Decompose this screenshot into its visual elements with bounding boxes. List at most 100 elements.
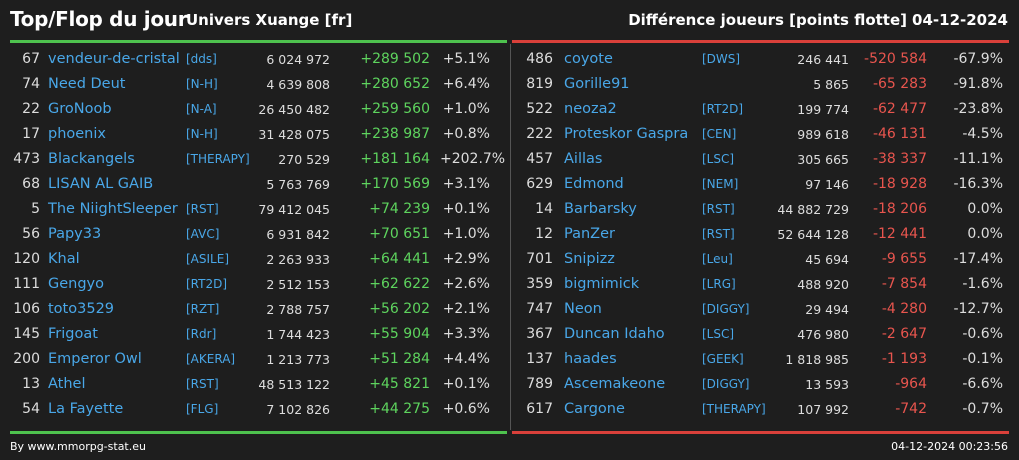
alliance-tag-link[interactable]: [GEEK]: [702, 352, 744, 366]
player-name-link[interactable]: La Fayette: [48, 401, 124, 417]
percent-change: +2.6%: [442, 276, 490, 292]
player-points: 97 146: [805, 177, 849, 192]
player-name-link[interactable]: haades: [564, 351, 617, 367]
player-points: 26 450 482: [258, 102, 330, 117]
player-rank: 74: [22, 76, 40, 92]
alliance-tag-link[interactable]: [AVC]: [186, 227, 220, 241]
player-name-link[interactable]: GroNoob: [48, 101, 112, 117]
table-row: 120 Khal [ASILE] 2 263 933 +64 441 +2.9%: [0, 247, 500, 272]
points-difference: +51 284: [369, 351, 430, 367]
player-name-link[interactable]: Gengyo: [48, 276, 105, 292]
alliance-tag-link[interactable]: [THERAPY]: [186, 152, 250, 166]
alliance-tag-link[interactable]: [RST]: [702, 227, 735, 241]
player-name-link[interactable]: LISAN AL GAIB: [48, 176, 154, 192]
table-row: 222 Proteskor Gaspra [CEN] 989 618 -46 131 -4…: [521, 122, 1019, 147]
player-name-link[interactable]: Khal: [48, 251, 80, 267]
alliance-tag-link[interactable]: [DIGGY]: [702, 302, 750, 316]
player-name-link[interactable]: vendeur-de-cristal: [48, 51, 180, 67]
alliance-tag-link[interactable]: [RT2D]: [186, 277, 228, 291]
table-row: 629 Edmond [NEM] 97 146 -18 928 -16.3%: [521, 172, 1019, 197]
alliance-tag-link[interactable]: [Leu]: [702, 252, 733, 266]
percent-change: -12.7%: [953, 301, 1003, 317]
alliance-tag-link[interactable]: [AKERA]: [186, 352, 236, 366]
player-points: 4 639 808: [266, 77, 330, 92]
alliance-tag-link[interactable]: [Rdr]: [186, 327, 217, 341]
alliance-tag-link[interactable]: [FLG]: [186, 402, 219, 416]
percent-change: +5.1%: [442, 51, 490, 67]
alliance-tag-link[interactable]: [NEM]: [702, 177, 739, 191]
percent-change: +4.4%: [442, 351, 490, 367]
alliance-tag-link[interactable]: [LSC]: [702, 327, 735, 341]
percent-change: -4.5%: [962, 126, 1003, 142]
player-rank: 747: [526, 301, 553, 317]
player-name-link[interactable]: Gorille91: [564, 76, 630, 92]
player-name-link[interactable]: Blackangels: [48, 151, 135, 167]
points-difference: -742: [895, 401, 927, 417]
player-rank: 111: [13, 276, 40, 292]
alliance-tag-link[interactable]: [CEN]: [702, 127, 737, 141]
player-name-link[interactable]: Need Deut: [48, 76, 126, 92]
alliance-tag-link[interactable]: [DIGGY]: [702, 377, 750, 391]
player-rank: 106: [13, 301, 40, 317]
player-name-link[interactable]: The NiightSleeper: [48, 201, 178, 217]
player-points: 79 412 045: [258, 202, 330, 217]
alliance-tag-link[interactable]: [N-A]: [186, 102, 217, 116]
table-row: 22 GroNoob [N-A] 26 450 482 +259 560 +1.0%: [0, 97, 500, 122]
player-name-link[interactable]: Neon: [564, 301, 602, 317]
alliance-tag-link[interactable]: [ASILE]: [186, 252, 229, 266]
percent-change: +202.7%: [440, 151, 506, 167]
player-name-link[interactable]: Frigoat: [48, 326, 98, 342]
table-row: 457 Aillas [LSC] 305 665 -38 337 -11.1%: [521, 147, 1019, 172]
alliance-tag-link[interactable]: [DWS]: [702, 52, 741, 66]
player-name-link[interactable]: Proteskor Gaspra: [564, 126, 689, 142]
player-name-link[interactable]: Aillas: [564, 151, 603, 167]
player-name-link[interactable]: phoenix: [48, 126, 106, 142]
alliance-tag-link[interactable]: [N-H]: [186, 77, 218, 91]
player-name-link[interactable]: Papy33: [48, 226, 102, 242]
points-difference: -65 283: [872, 76, 927, 92]
table-row: 12 PanZer [RST] 52 644 128 -12 441 0.0%: [521, 222, 1019, 247]
points-difference: +64 441: [369, 251, 430, 267]
alliance-tag-link[interactable]: [N-H]: [186, 127, 218, 141]
player-name-link[interactable]: Emperor Owl: [48, 351, 142, 367]
player-points: 476 980: [797, 327, 849, 342]
alliance-tag-link[interactable]: [RST]: [702, 202, 735, 216]
player-name-link[interactable]: Athel: [48, 376, 86, 392]
alliance-tag-link[interactable]: [THERAPY]: [702, 402, 766, 416]
points-difference: +74 239: [369, 201, 430, 217]
table-row: 137 haades [GEEK] 1 818 985 -1 193 -0.1%: [521, 347, 1019, 372]
page-title: Top/Flop du jour: [10, 7, 188, 31]
player-name-link[interactable]: coyote: [564, 51, 613, 67]
player-name-link[interactable]: Ascemakeone: [564, 376, 666, 392]
alliance-tag-link[interactable]: [RST]: [186, 202, 219, 216]
player-name-link[interactable]: Barbarsky: [564, 201, 637, 217]
player-points: 52 644 128: [777, 227, 849, 242]
player-points: 1 818 985: [785, 352, 849, 367]
alliance-tag-link[interactable]: [LSC]: [702, 152, 735, 166]
percent-change: -67.9%: [953, 51, 1003, 67]
alliance-tag-link[interactable]: [RST]: [186, 377, 219, 391]
alliance-tag-link[interactable]: [dds]: [186, 52, 217, 66]
player-rank: 222: [526, 126, 553, 142]
player-name-link[interactable]: Cargone: [564, 401, 625, 417]
table-row: 14 Barbarsky [RST] 44 882 729 -18 206 0.0%: [521, 197, 1019, 222]
alliance-tag-link[interactable]: [RT2D]: [702, 102, 744, 116]
percent-change: +6.4%: [442, 76, 490, 92]
player-name-link[interactable]: toto3529: [48, 301, 115, 317]
points-difference: -46 131: [872, 126, 927, 142]
percent-change: -17.4%: [953, 251, 1003, 267]
alliance-tag-link[interactable]: [LRG]: [702, 277, 736, 291]
player-name-link[interactable]: neoza2: [564, 101, 617, 117]
player-name-link[interactable]: Edmond: [564, 176, 624, 192]
player-name-link[interactable]: bigmimick: [564, 276, 640, 292]
points-difference: +62 622: [369, 276, 430, 292]
player-points: 2 263 933: [266, 252, 330, 267]
player-points: 270 529: [278, 152, 330, 167]
player-name-link[interactable]: Duncan Idaho: [564, 326, 665, 342]
player-name-link[interactable]: Snipizz: [564, 251, 615, 267]
player-points: 989 618: [797, 127, 849, 142]
table-row: 17 phoenix [N-H] 31 428 075 +238 987 +0.8%: [0, 122, 500, 147]
player-rank: 522: [526, 101, 553, 117]
player-name-link[interactable]: PanZer: [564, 226, 615, 242]
alliance-tag-link[interactable]: [RZT]: [186, 302, 220, 316]
